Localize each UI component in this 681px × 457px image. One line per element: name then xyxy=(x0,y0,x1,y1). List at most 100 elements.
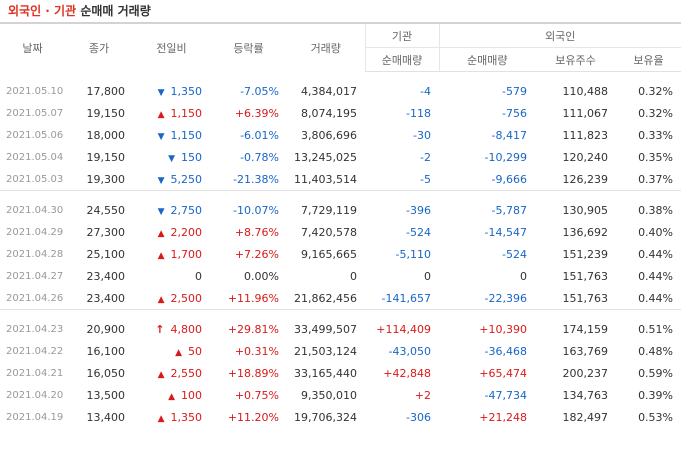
down-triangle-icon: ▼ xyxy=(168,153,175,164)
cell-date: 2021.04.21 xyxy=(6,367,64,379)
col-frgn-ratio: 보유율 xyxy=(616,47,681,72)
cell-close: 27,300 xyxy=(86,225,126,239)
cell-date: 2021.04.28 xyxy=(6,248,64,260)
cell-inst-net: -5,110 xyxy=(395,247,431,261)
cell-date: 2021.05.07 xyxy=(6,107,64,119)
cell-volume: 21,503,124 xyxy=(294,344,357,358)
change-value: 1,150 xyxy=(170,106,203,120)
change-value: 1,350 xyxy=(170,84,203,98)
cell-volume: 7,729,119 xyxy=(301,203,357,217)
cell-frgn-ratio: 0.33% xyxy=(638,128,674,142)
cell-date: 2021.04.27 xyxy=(6,270,64,282)
cell-frgn-net: -524 xyxy=(502,247,527,261)
table-row: 2021.04.21 16,050 ▲ 2,550 +18.89% 33,165,440 +… xyxy=(0,362,681,384)
cell-volume: 9,165,665 xyxy=(301,247,357,261)
change-value: 1,700 xyxy=(170,247,203,261)
cell-change: ▲ 2,500 xyxy=(133,287,210,310)
cell-volume: 4,384,017 xyxy=(301,84,357,98)
cell-close: 19,150 xyxy=(86,106,126,120)
change-value: 5,250 xyxy=(170,172,203,186)
cell-frgn-net: +65,474 xyxy=(479,366,527,380)
cell-frgn-ratio: 0.32% xyxy=(638,84,674,98)
table-row: 2021.04.28 25,100 ▲ 1,700 +7.26% 9,165,665 -5,… xyxy=(0,243,681,265)
cell-rate: -21.38% xyxy=(233,172,279,186)
cell-frgn-hold: 200,237 xyxy=(562,366,609,380)
cell-rate: +6.39% xyxy=(234,106,279,120)
cell-close: 17,800 xyxy=(86,84,126,98)
cell-change: ▲ 2,550 xyxy=(133,362,210,384)
cell-frgn-ratio: 0.37% xyxy=(638,172,674,186)
cell-change: ▼ 5,250 xyxy=(133,168,210,191)
table-row: 2021.05.04 19,150 ▼ 150 -0.78% 13,245,025 -2 -1… xyxy=(0,146,681,168)
table-row: 2021.05.10 17,800 ▼ 1,350 -7.05% 4,384,017 -4 -… xyxy=(0,80,681,102)
change-value: 100 xyxy=(181,388,202,402)
title-main: 순매매 거래량 xyxy=(80,4,151,18)
change-value: 50 xyxy=(188,344,202,358)
down-triangle-icon: ▼ xyxy=(157,131,165,142)
cell-frgn-hold: 111,067 xyxy=(562,106,609,120)
group-spacer xyxy=(0,72,681,81)
cell-change: 0 xyxy=(133,265,210,287)
up-triangle-icon: ▲ xyxy=(157,294,165,305)
cell-frgn-ratio: 0.44% xyxy=(638,291,674,305)
cell-inst-net: -2 xyxy=(420,150,431,164)
cell-inst-net: +42,848 xyxy=(383,366,431,380)
table-row: 2021.05.06 18,000 ▼ 1,150 -6.01% 3,806,696 -30… xyxy=(0,124,681,146)
table-row: 2021.04.29 27,300 ▲ 2,200 +8.76% 7,420,578 -52… xyxy=(0,221,681,243)
cell-frgn-ratio: 0.38% xyxy=(638,203,674,217)
cell-close: 18,000 xyxy=(86,128,126,142)
change-value: 150 xyxy=(181,150,202,164)
cell-frgn-hold: 174,159 xyxy=(562,322,609,336)
down-triangle-icon: ▼ xyxy=(157,87,165,98)
group-foreigner: 외국인 xyxy=(438,22,681,48)
cell-frgn-net: -5,787 xyxy=(491,203,527,217)
cell-volume: 0 xyxy=(350,269,357,283)
cell-volume: 11,403,514 xyxy=(294,172,357,186)
cell-change: ▲ 1,150 xyxy=(133,102,210,124)
cell-rate: +18.89% xyxy=(227,366,279,380)
cell-rate: -0.78% xyxy=(240,150,279,164)
cell-frgn-net: -579 xyxy=(502,84,527,98)
cell-frgn-net: -22,396 xyxy=(484,291,527,305)
cell-rate: -7.05% xyxy=(240,84,279,98)
table-row: 2021.04.30 24,550 ▼ 2,750 -10.07% 7,729,119 -3… xyxy=(0,199,681,221)
cell-change: ▼ 150 xyxy=(133,146,210,168)
cell-frgn-net: -8,417 xyxy=(491,128,527,142)
up-triangle-icon: ▲ xyxy=(157,109,165,120)
cell-inst-net: -43,050 xyxy=(388,344,431,358)
change-value: 4,800 xyxy=(170,322,203,336)
cell-rate: -10.07% xyxy=(233,203,279,217)
table-body: 2021.05.10 17,800 ▼ 1,350 -7.05% 4,384,017 -4 -… xyxy=(0,72,681,429)
cell-rate: +29.81% xyxy=(227,322,279,336)
cell-close: 13,500 xyxy=(86,388,126,402)
cell-inst-net: 0 xyxy=(424,269,431,283)
cell-frgn-ratio: 0.51% xyxy=(638,322,674,336)
cell-frgn-hold: 163,769 xyxy=(562,344,609,358)
col-change: 전일비 xyxy=(133,22,210,72)
cell-frgn-net: 0 xyxy=(520,269,527,283)
cell-rate: +0.31% xyxy=(234,344,279,358)
cell-frgn-net: -756 xyxy=(502,106,527,120)
change-value: 1,350 xyxy=(170,410,203,424)
change-value: 0 xyxy=(195,269,202,283)
cell-frgn-net: +10,390 xyxy=(479,322,527,336)
col-frgn-net: 순매매량 xyxy=(438,47,535,72)
cell-inst-net: -30 xyxy=(413,128,431,142)
cell-close: 19,150 xyxy=(86,150,126,164)
investor-trading-table: 날짜 종가 전일비 등락률 거래량 기관 외국인 순매매량 순매매량 보유주수 … xyxy=(0,22,681,428)
cell-frgn-net: -47,734 xyxy=(484,388,527,402)
cell-frgn-ratio: 0.59% xyxy=(638,366,674,380)
cell-volume: 3,806,696 xyxy=(301,128,357,142)
cell-rate: +7.26% xyxy=(234,247,279,261)
up-triangle-icon: ▲ xyxy=(157,369,165,380)
col-inst-net: 순매매량 xyxy=(364,47,439,72)
cell-frgn-hold: 110,488 xyxy=(562,84,609,98)
table-row: 2021.04.19 13,400 ▲ 1,350 +11.20% 19,706,324 -… xyxy=(0,406,681,428)
cell-frgn-net: -9,666 xyxy=(491,172,527,186)
table-row: 2021.04.26 23,400 ▲ 2,500 +11.96% 21,862,456 -… xyxy=(0,287,681,310)
cell-change: ▲ 1,350 xyxy=(133,406,210,428)
cell-inst-net: -396 xyxy=(406,203,431,217)
cell-frgn-ratio: 0.44% xyxy=(638,247,674,261)
cell-volume: 21,862,456 xyxy=(294,291,357,305)
cell-close: 23,400 xyxy=(86,269,126,283)
